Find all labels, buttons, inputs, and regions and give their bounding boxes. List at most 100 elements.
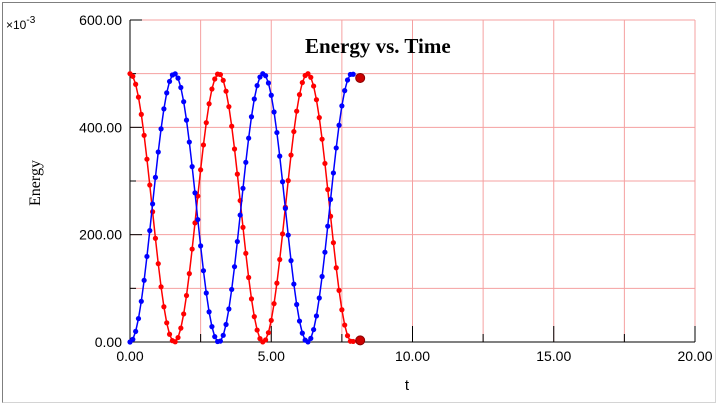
data-point (212, 76, 218, 82)
data-point (178, 84, 184, 91)
data-point (212, 334, 218, 340)
data-point (147, 228, 153, 234)
data-point (251, 96, 257, 102)
data-point (152, 235, 159, 241)
data-point (288, 152, 294, 158)
data-point (296, 318, 303, 324)
y-tick-label: 200.00 (79, 227, 122, 243)
data-point (166, 78, 173, 85)
y-multiplier: ×10-3 (6, 15, 36, 32)
data-point (183, 117, 190, 123)
data-point (147, 182, 153, 188)
data-point (330, 240, 336, 246)
data-point (152, 174, 159, 180)
data-point (268, 317, 274, 324)
data-point (135, 315, 142, 322)
data-point (200, 142, 207, 148)
grid-lines (130, 19, 696, 342)
data-point (319, 273, 325, 280)
data-point (313, 97, 320, 103)
data-point (279, 179, 286, 185)
data-point (220, 332, 226, 338)
data-point (231, 146, 238, 152)
data-point (342, 88, 348, 94)
data-point (209, 324, 215, 330)
data-point (333, 145, 339, 151)
data-point (175, 75, 181, 81)
data-point (189, 246, 195, 252)
data-point (229, 286, 235, 293)
data-point (325, 223, 331, 229)
data-point (308, 335, 314, 341)
x-tick-label: 15.00 (536, 348, 571, 364)
x-axis-title: t (405, 377, 410, 394)
data-point (198, 167, 204, 173)
data-point (274, 280, 280, 286)
data-point (195, 216, 201, 223)
data-point (322, 249, 328, 255)
x-tick-label: 20.00 (677, 348, 712, 364)
data-point (234, 171, 240, 177)
data-point (226, 104, 232, 110)
data-point (279, 231, 286, 237)
data-point (130, 336, 136, 342)
data-point (316, 115, 322, 121)
data-point (217, 338, 223, 344)
data-point (243, 159, 249, 165)
data-point (248, 114, 255, 120)
data-point (203, 290, 209, 296)
y-tick-label: 0.00 (95, 334, 122, 350)
data-point (336, 287, 342, 293)
data-point (135, 94, 142, 100)
x-tick-label: 10.00 (395, 348, 430, 364)
chart-title: Energy vs. Time (305, 34, 451, 58)
data-point (319, 136, 325, 142)
data-point (223, 321, 229, 328)
data-point (166, 331, 173, 337)
data-point (325, 186, 331, 193)
end-marker[interactable] (355, 335, 366, 346)
data-point (144, 253, 150, 260)
data-point (209, 86, 215, 92)
data-point (344, 333, 351, 339)
data-point (223, 88, 229, 94)
data-point (234, 238, 240, 245)
data-point (339, 103, 345, 109)
data-point (344, 77, 351, 83)
data-point (277, 153, 283, 159)
data-point (237, 212, 243, 218)
data-point (183, 292, 190, 299)
data-point (198, 243, 204, 249)
data-point (339, 307, 345, 313)
series-2 (127, 71, 366, 345)
y-tick-label: 400.00 (79, 119, 122, 135)
data-point (342, 322, 348, 328)
data-point (141, 132, 147, 138)
data-point (268, 92, 274, 98)
data-point (294, 301, 300, 308)
data-point (336, 122, 342, 128)
data-point (161, 106, 167, 112)
data-point (285, 232, 291, 238)
data-point (265, 330, 272, 336)
data-point (178, 325, 184, 331)
data-point (175, 334, 181, 341)
data-point (308, 74, 314, 80)
data-point (158, 284, 164, 290)
data-point (327, 196, 334, 203)
data-point (311, 326, 317, 333)
data-point (155, 149, 161, 155)
data-point (299, 330, 305, 336)
y-axis-title: Energy (27, 160, 44, 206)
data-point (189, 164, 195, 170)
data-point (226, 306, 232, 312)
data-point (186, 139, 192, 145)
end-marker[interactable] (355, 72, 366, 83)
data-point (133, 81, 139, 87)
data-point (285, 178, 291, 184)
data-point (251, 314, 257, 320)
data-point (164, 320, 170, 326)
data-point (206, 309, 212, 315)
data-point (144, 156, 150, 162)
data-point (240, 224, 246, 230)
